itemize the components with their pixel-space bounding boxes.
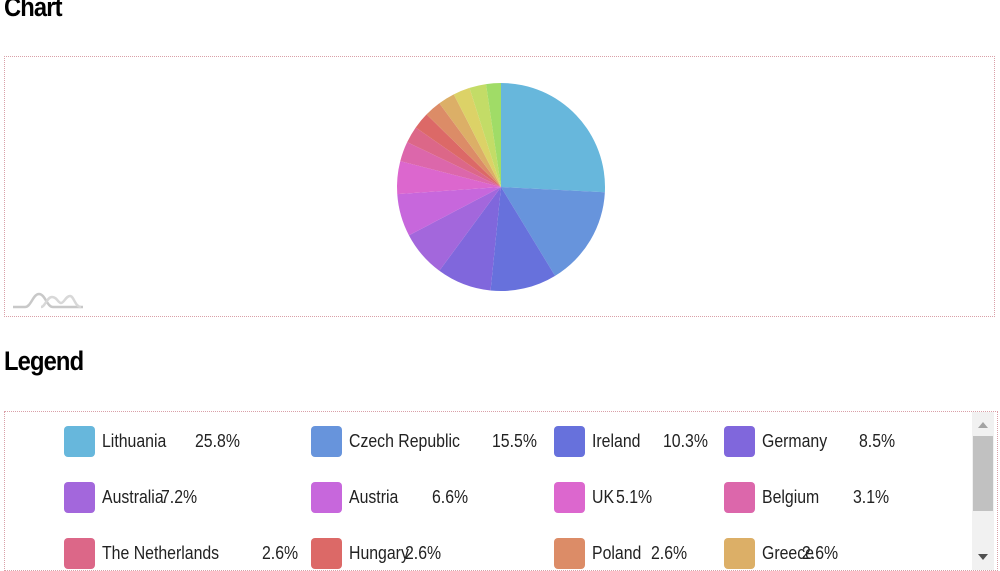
legend-label: UK [592,486,615,507]
legend-item[interactable]: Czech Republic 15.5% [311,425,537,457]
pie-slice[interactable] [469,84,501,187]
chart-container [4,56,995,317]
legend-value: 6.6% [432,486,469,507]
pie-slice[interactable] [408,187,501,271]
pie-slice[interactable] [490,187,556,291]
pie-slice[interactable] [415,114,501,187]
pie-slice[interactable] [439,94,501,187]
legend-value: 5.1% [616,486,653,507]
legend-item[interactable]: Ireland 10.3% [554,425,708,457]
legend-value: 7.2% [161,486,198,507]
legend-value: 2.6% [651,542,688,563]
legend-item[interactable]: The Netherlands 2.6% [64,537,298,569]
legend-item[interactable]: Belgium 3.1% [724,481,889,513]
legend-color-swatch [724,481,755,513]
legend-item[interactable]: Austria 6.6% [311,481,468,513]
legend-value: 3.1% [853,486,890,507]
legend-color-swatch [64,481,95,513]
legend-color-swatch [724,425,755,457]
legend-color-swatch [554,537,585,569]
scroll-down-arrow-icon[interactable] [978,554,988,560]
legend-label: Poland [592,542,642,563]
scroll-up-arrow-icon[interactable] [978,422,988,428]
legend-value: 25.8% [195,430,240,451]
legend-color-swatch [64,425,95,457]
legend-label: Hungary [349,542,409,563]
legend-color-swatch [724,537,755,569]
legend-value: 15.5% [492,430,537,451]
legend-container: Lithuania 25.8% Czech Republic 15.5% Ireland… [4,411,998,571]
legend-label: Austria [349,486,399,507]
legend-value: 2.6% [405,542,442,563]
pie-slice[interactable] [486,83,501,187]
legend-color-swatch [311,537,342,569]
legend-value: 2.6% [802,542,839,563]
pie-slice[interactable] [407,127,501,187]
chart-heading: Chart [4,0,63,22]
pie-slice[interactable] [397,161,501,195]
legend-item[interactable]: UK 5.1% [554,481,652,513]
legend-color-swatch [554,481,585,513]
legend-item[interactable]: Greece 2.6% [724,537,838,569]
legend-value: 8.5% [859,430,896,451]
legend-label: Belgium [762,486,820,507]
chart-logo-icon[interactable] [11,288,85,310]
pie-slice[interactable] [439,187,501,291]
legend-label: Greece [762,542,814,563]
scrollbar-thumb[interactable] [973,436,993,511]
legend-item[interactable]: Hungary 2.6% [311,537,441,569]
legend-heading: Legend [4,346,84,376]
legend-label: Lithuania [102,430,167,451]
legend-color-swatch [554,425,585,457]
legend-item[interactable]: Poland 2.6% [554,537,687,569]
legend-value: 2.6% [262,542,299,563]
legend-label: Ireland [592,430,641,451]
legend-value: 10.3% [663,430,708,451]
legend-item[interactable]: Lithuania 25.8% [64,425,240,457]
pie-slice[interactable] [501,187,605,276]
legend-label: Australia [102,486,164,507]
pie-slice[interactable] [426,103,501,187]
legend-label: The Netherlands [102,542,220,563]
legend-label: Germany [762,430,828,451]
pie-slice[interactable] [453,87,501,187]
legend-color-swatch [311,425,342,457]
legend-item[interactable]: Australia 7.2% [64,481,197,513]
legend-color-swatch [64,537,95,569]
pie-chart[interactable] [396,82,606,292]
legend-item[interactable]: Germany 8.5% [724,425,895,457]
pie-slice[interactable] [400,142,501,187]
pie-slice[interactable] [397,187,501,236]
legend-scrollbar[interactable] [972,412,994,570]
legend-color-swatch [311,481,342,513]
pie-slice[interactable] [501,83,605,193]
legend-label: Czech Republic [349,430,460,451]
